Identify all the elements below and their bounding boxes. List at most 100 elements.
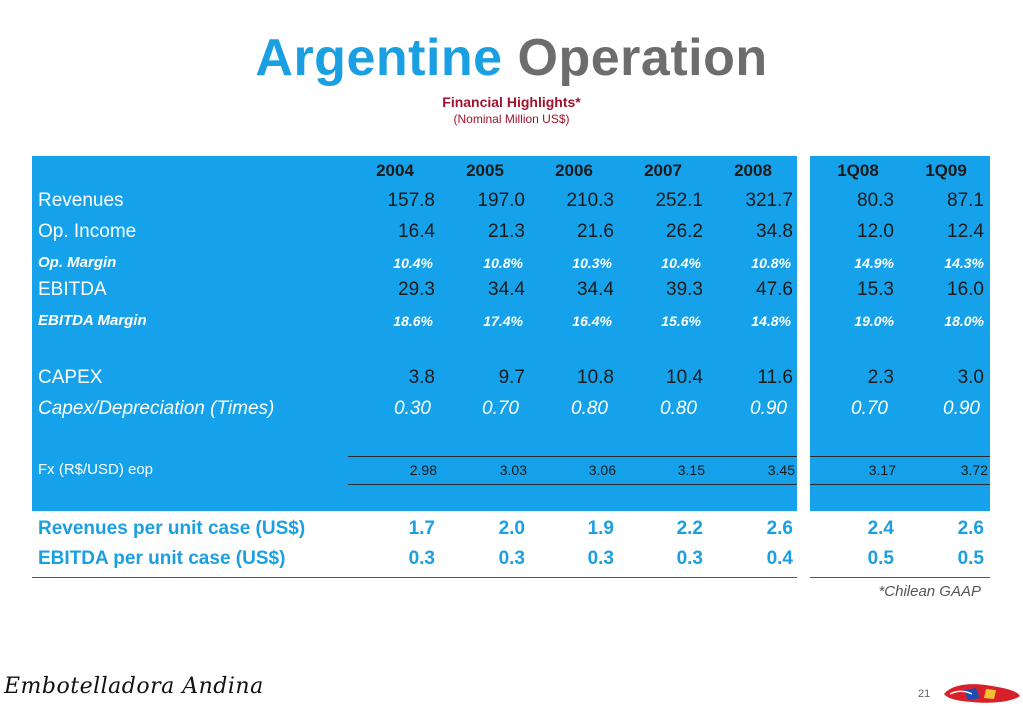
table-cell: 16.4% bbox=[572, 313, 612, 329]
per-unit-band-q bbox=[810, 513, 990, 577]
table-cell: 12.0 bbox=[857, 221, 894, 242]
table-cell: 1.9 bbox=[587, 518, 614, 539]
table-cell: 10.4% bbox=[661, 255, 701, 271]
table-cell: 34.4 bbox=[488, 279, 525, 300]
corner-graphic-icon bbox=[944, 684, 1020, 703]
table-cell: 2.2 bbox=[676, 518, 703, 539]
per-unit-band bbox=[32, 513, 797, 577]
table-cell: 10.8% bbox=[751, 255, 791, 271]
table-cell: 3.0 bbox=[957, 367, 984, 388]
col-header-2006: 2006 bbox=[555, 161, 593, 180]
page-number: 21 bbox=[918, 688, 931, 700]
row-label-ebitda-per-unit: EBITDA per unit case (US$) bbox=[38, 548, 286, 569]
table-cell: 47.6 bbox=[756, 279, 793, 300]
fx-row-band bbox=[348, 456, 797, 484]
subtitle: Financial Highlights* bbox=[442, 94, 581, 110]
per-unit-rule bbox=[32, 577, 797, 578]
table-cell: 14.3% bbox=[944, 255, 984, 271]
company-logo: Embotelladora Andina bbox=[4, 674, 264, 699]
table-cell: 0.3 bbox=[587, 548, 614, 569]
table-cell: 2.98 bbox=[409, 462, 437, 478]
table-cell: 10.4% bbox=[393, 255, 433, 271]
table-cell: 14.9% bbox=[854, 255, 894, 271]
table-cell: 3.03 bbox=[499, 462, 527, 478]
table-cell: 12.4 bbox=[947, 221, 984, 242]
table-cell: 157.8 bbox=[387, 190, 435, 211]
table-cell: 29.3 bbox=[398, 279, 435, 300]
table-cell: 10.3% bbox=[572, 255, 612, 271]
table-cell: 3.15 bbox=[677, 462, 705, 478]
table-cell: 18.6% bbox=[393, 313, 433, 329]
table-cell: 21.6 bbox=[577, 221, 614, 242]
per-unit-rule-q bbox=[810, 577, 990, 578]
row-label-capex-depreciation: Capex/Depreciation (Times) bbox=[38, 398, 275, 419]
row-label-op-margin: Op. Margin bbox=[38, 254, 117, 271]
table-cell: 2.3 bbox=[867, 367, 894, 388]
table-cell: 197.0 bbox=[477, 190, 525, 211]
table-cell: 14.8% bbox=[751, 313, 791, 329]
table-cell: 0.5 bbox=[867, 548, 894, 569]
table-cell: 0.90 bbox=[943, 398, 980, 419]
table-cell: 2.6 bbox=[957, 518, 984, 539]
row-label-fx: Fx (R$/USD) eop bbox=[38, 461, 154, 478]
table-cell: 87.1 bbox=[947, 190, 984, 211]
table-cell: 3.17 bbox=[868, 462, 896, 478]
table-cell: 34.4 bbox=[577, 279, 614, 300]
row-label-ebitda-margin: EBITDA Margin bbox=[38, 312, 147, 329]
col-header-2005: 2005 bbox=[466, 161, 504, 180]
table-cell: 15.6% bbox=[661, 313, 701, 329]
annual-table-panel bbox=[32, 156, 797, 511]
row-label-revenues: Revenues bbox=[38, 190, 124, 211]
table-cell: 10.8 bbox=[577, 367, 614, 388]
table-cell: 0.3 bbox=[498, 548, 525, 569]
table-cell: 3.8 bbox=[408, 367, 435, 388]
title-word-argentine: Argentine bbox=[255, 29, 503, 87]
col-header-1q08: 1Q08 bbox=[837, 161, 879, 180]
fx-top-rule-q bbox=[810, 456, 990, 457]
title-word-operation: Operation bbox=[517, 29, 768, 87]
table-cell: 34.8 bbox=[756, 221, 793, 242]
table-cell: 17.4% bbox=[483, 313, 523, 329]
table-cell: 252.1 bbox=[655, 190, 703, 211]
units-note: (Nominal Million US$) bbox=[453, 112, 570, 126]
fx-bottom-rule bbox=[348, 484, 797, 485]
table-cell: 3.45 bbox=[767, 462, 795, 478]
page-title: Argentine Operation bbox=[0, 28, 1023, 88]
col-header-2004: 2004 bbox=[376, 161, 414, 180]
table-cell: 21.3 bbox=[488, 221, 525, 242]
table-cell: 11.6 bbox=[757, 367, 793, 388]
quarter-table-panel bbox=[810, 156, 990, 511]
table-cell: 9.7 bbox=[498, 367, 525, 388]
table-cell: 3.72 bbox=[960, 462, 988, 478]
table-cell: 10.8% bbox=[483, 255, 523, 271]
table-cell: 2.0 bbox=[498, 518, 525, 539]
fx-top-rule bbox=[348, 456, 797, 457]
row-label-capex: CAPEX bbox=[38, 367, 103, 388]
table-cell: 0.70 bbox=[482, 398, 519, 419]
table-cell: 0.3 bbox=[408, 548, 435, 569]
table-cell: 0.4 bbox=[766, 548, 793, 569]
table-cell: 10.4 bbox=[666, 367, 703, 388]
table-cell: 80.3 bbox=[857, 190, 894, 211]
table-cell: 0.90 bbox=[750, 398, 787, 419]
table-cell: 2.6 bbox=[766, 518, 793, 539]
table-cell: 2.4 bbox=[867, 518, 894, 539]
table-cell: 16.4 bbox=[398, 221, 435, 242]
table-cell: 0.80 bbox=[571, 398, 608, 419]
row-label-revenues-per-unit: Revenues per unit case (US$) bbox=[38, 518, 306, 539]
table-cell: 0.5 bbox=[957, 548, 984, 569]
footnote: *Chilean GAAP bbox=[878, 583, 981, 600]
table-cell: 210.3 bbox=[566, 190, 614, 211]
row-label-op-income: Op. Income bbox=[38, 221, 137, 242]
table-cell: 26.2 bbox=[666, 221, 703, 242]
col-header-2008: 2008 bbox=[734, 161, 772, 180]
table-cell: 0.70 bbox=[851, 398, 888, 419]
table-cell: 39.3 bbox=[666, 279, 703, 300]
table-cell: 0.30 bbox=[394, 398, 431, 419]
table-cell: 0.3 bbox=[676, 548, 703, 569]
col-header-1q09: 1Q09 bbox=[925, 161, 967, 180]
table-cell: 0.80 bbox=[660, 398, 697, 419]
table-cell: 19.0% bbox=[854, 313, 894, 329]
table-cell: 15.3 bbox=[857, 279, 894, 300]
table-cell: 1.7 bbox=[408, 518, 435, 539]
